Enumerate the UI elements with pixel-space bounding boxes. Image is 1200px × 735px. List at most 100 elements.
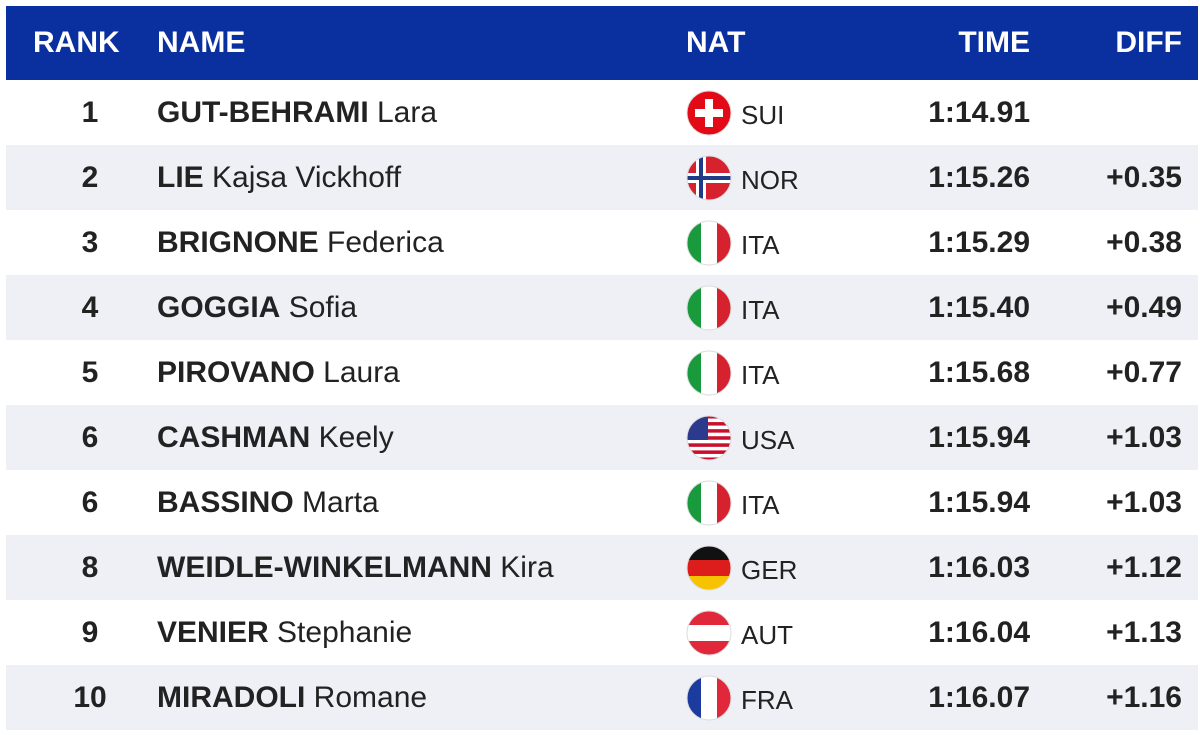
result-row: 1 GUT-BEHRAMI Lara SUI 1:14.91 — [6, 80, 1198, 145]
time: 1:15.68 — [928, 356, 1030, 389]
result-row: 6 BASSINO Marta ITA 1:15.94 +1.03 — [6, 470, 1198, 535]
flag — [686, 675, 732, 721]
flag-part — [687, 443, 731, 448]
nation: ITA — [741, 230, 780, 260]
diff: +0.38 — [1106, 226, 1182, 259]
time: 1:15.40 — [928, 291, 1030, 324]
time: 1:15.94 — [928, 486, 1030, 519]
flag-body — [687, 416, 731, 460]
nation: FRA — [741, 685, 793, 715]
flag-part — [717, 351, 731, 395]
result-row: 5 PIROVANO Laura ITA 1:15.68 +0.77 — [6, 340, 1198, 405]
flag-body — [687, 546, 731, 590]
flag-part — [687, 432, 731, 437]
flag-part — [687, 457, 731, 460]
nation: AUT — [741, 620, 793, 650]
flag — [686, 155, 732, 201]
flag — [686, 545, 732, 591]
flag — [686, 480, 732, 526]
flag-body — [687, 156, 731, 200]
surname: BRIGNONE — [157, 226, 319, 259]
surname: GOGGIA — [157, 291, 281, 324]
given-name: Kajsa Vickhoff — [212, 161, 402, 194]
rank: 3 — [81, 226, 99, 259]
flag-body — [687, 286, 731, 330]
flag-part — [687, 611, 731, 625]
header-row: RANK NAME NAT TIME DIFF — [6, 6, 1198, 80]
flag-part — [687, 625, 731, 641]
diff: +1.03 — [1106, 486, 1182, 519]
diff: +1.16 — [1106, 681, 1182, 714]
flag-part — [687, 351, 701, 395]
header-diff: DIFF — [1115, 26, 1182, 59]
flag-body — [687, 676, 731, 720]
header-name: NAME — [157, 26, 246, 59]
athlete-name: MIRADOLI Romane — [157, 665, 427, 730]
rank: 9 — [81, 616, 99, 649]
flag-part — [687, 436, 731, 440]
flag-rim — [686, 350, 732, 396]
header-time: TIME — [958, 26, 1030, 59]
given-name: Romane — [313, 681, 428, 714]
flag-body — [687, 221, 731, 265]
result-row: 9 VENIER Stephanie AUT 1:16.04 +1.13 — [6, 600, 1198, 665]
flag-part — [687, 418, 731, 423]
time: 1:15.94 — [928, 421, 1030, 454]
given-name: Keely — [318, 421, 394, 454]
surname: MIRADOLI — [157, 681, 306, 714]
rank: 5 — [81, 356, 99, 389]
diff: +1.13 — [1106, 616, 1182, 649]
rank: 1 — [81, 96, 99, 129]
given-name: Federica — [327, 226, 444, 259]
athlete-name: CASHMAN Keely — [157, 405, 394, 470]
flag-part — [701, 351, 717, 395]
flag-part — [717, 481, 731, 525]
diff: +0.77 — [1106, 356, 1182, 389]
flag — [686, 285, 732, 331]
flag-body — [687, 611, 731, 655]
time: 1:16.07 — [928, 681, 1030, 714]
time: 1:16.04 — [928, 616, 1030, 649]
flag-part — [717, 676, 731, 720]
athlete-name: GUT-BEHRAMI Lara — [157, 80, 437, 145]
athlete-name: GOGGIA Sofia — [157, 275, 357, 340]
result-row: 2 LIE Kajsa Vickhoff NOR 1:15.26 +0.35 — [6, 145, 1198, 210]
rank: 2 — [81, 161, 99, 194]
flag-part — [687, 286, 701, 330]
flag-part — [687, 641, 731, 655]
flag-rim — [686, 545, 732, 591]
nation: USA — [741, 425, 795, 455]
flag-rim — [686, 480, 732, 526]
flag-part — [701, 676, 717, 720]
flag-part — [687, 429, 731, 433]
flag-part — [687, 439, 731, 444]
time: 1:15.26 — [928, 161, 1030, 194]
given-name: Stephanie — [277, 616, 413, 649]
flag-part — [687, 422, 731, 426]
flag-rim — [686, 675, 732, 721]
nation: GER — [741, 555, 798, 585]
surname: VENIER — [157, 616, 269, 649]
time: 1:15.29 — [928, 226, 1030, 259]
surname: CASHMAN — [157, 421, 311, 454]
surname: GUT-BEHRAMI — [157, 96, 369, 129]
flag-part — [695, 109, 723, 117]
flag-part — [687, 576, 731, 590]
nation: ITA — [741, 490, 780, 520]
flag-part — [717, 221, 731, 265]
flag-rim — [686, 220, 732, 266]
given-name: Sofia — [288, 291, 358, 324]
flag-rim — [686, 155, 732, 201]
flag — [686, 90, 732, 136]
time: 1:14.91 — [928, 96, 1030, 129]
surname: WEIDLE-WINKELMANN — [157, 551, 492, 584]
flag-part — [717, 286, 731, 330]
nation: NOR — [741, 165, 799, 195]
flag-part — [687, 450, 731, 455]
rank: 4 — [81, 291, 99, 324]
diff: +0.35 — [1106, 161, 1182, 194]
flag-part — [687, 221, 701, 265]
result-row: 10 MIRADOLI Romane FRA 1:16.07 +1.16 — [6, 665, 1198, 730]
